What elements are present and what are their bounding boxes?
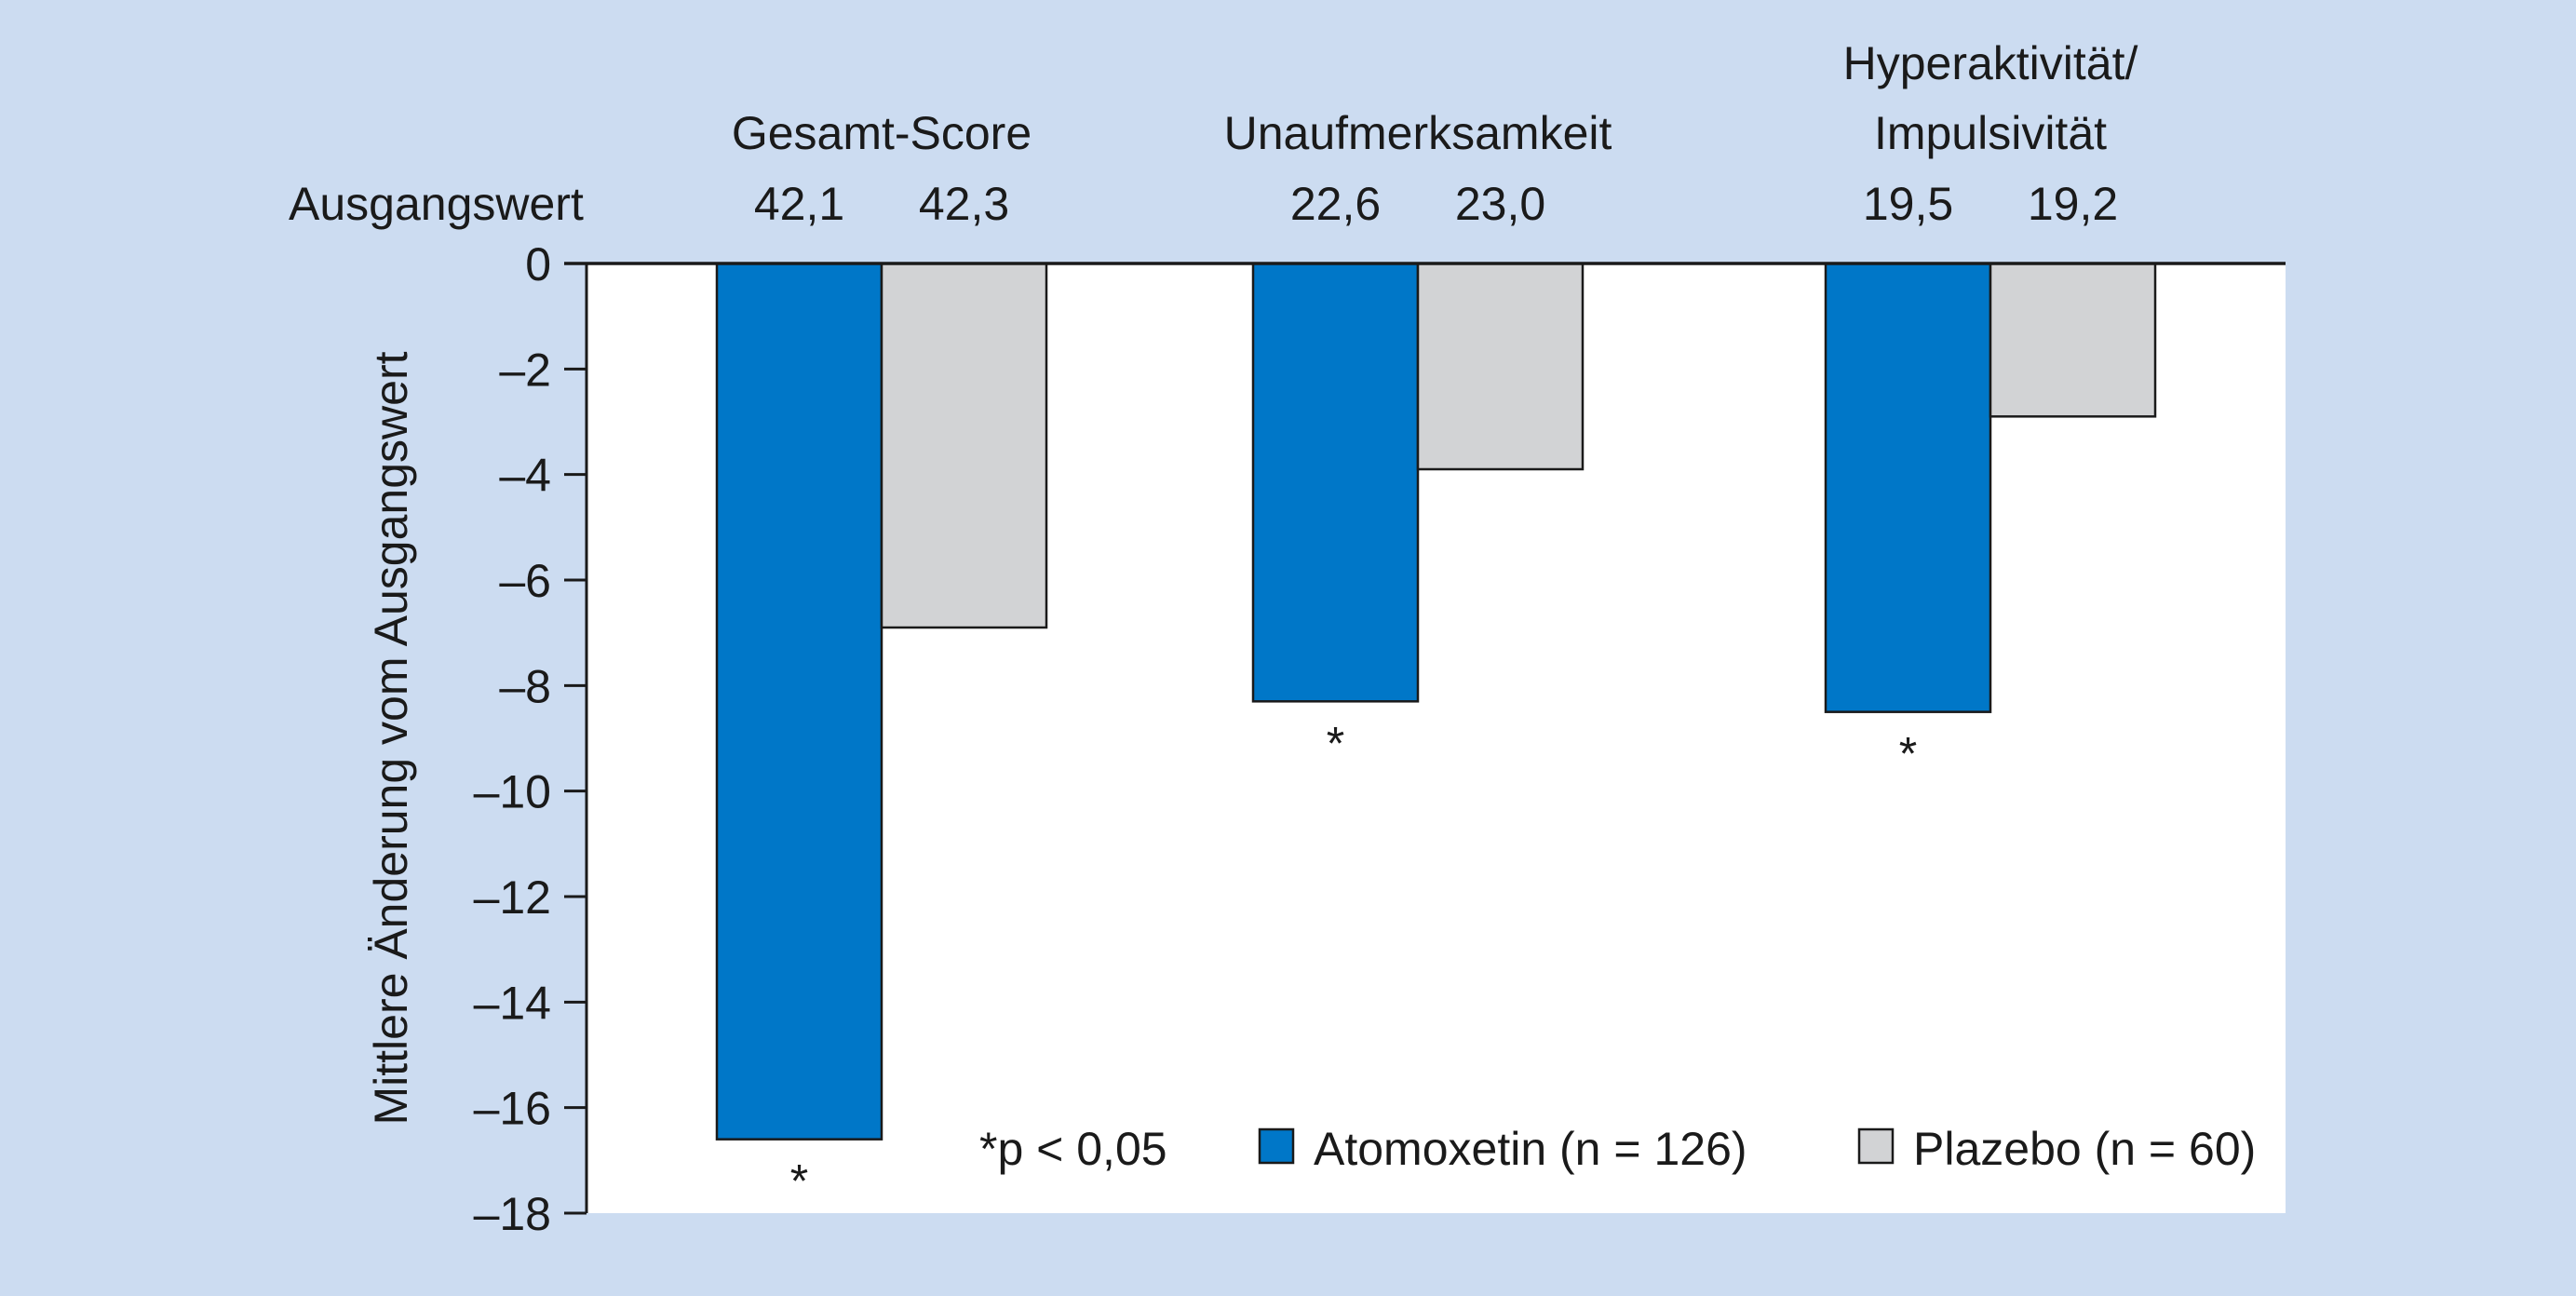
legend-label-atomoxetin: Atomoxetin (n = 126) [1314,1123,1747,1175]
baseline-value: 23,0 [1455,178,1545,230]
baseline-value: 22,6 [1290,178,1381,230]
bar-plazebo [880,262,1048,629]
category-label: Impulsivität [1874,107,2107,159]
legend-label-plazebo: Plazebo (n = 60) [1913,1123,2256,1175]
category-label: Unaufmerksamkeit [1224,107,1612,159]
category-label: Hyperaktivität/ [1843,37,2138,89]
baseline-value: 42,3 [919,178,1009,230]
y-axis-label: Mittlere Änderung vom Ausgangswert [365,351,417,1125]
y-tick-label: –14 [474,977,551,1029]
footnote: *p < 0,05 [979,1123,1167,1175]
bar-atomoxetin [1251,262,1420,703]
baseline-value: 42,1 [754,178,844,230]
baseline-value: 19,5 [1863,178,1953,230]
legend-swatch-plazebo [1857,1127,1895,1165]
significance-marker: * [1899,728,1917,780]
significance-marker: * [790,1155,808,1208]
significance-marker: * [1327,717,1344,769]
y-tick-label: –16 [474,1083,551,1135]
bar-plazebo [1416,262,1585,471]
y-tick-label: –8 [499,660,551,712]
legend-swatch-atomoxetin [1258,1127,1295,1165]
y-tick-label: –10 [474,766,551,818]
y-tick-label: –12 [474,871,551,924]
bar-atomoxetin [715,262,883,1141]
baseline-label: Ausgangswert [289,178,584,230]
y-tick-label: 0 [525,238,551,290]
bar-plazebo [1989,262,2157,418]
y-tick-label: –4 [499,450,551,502]
bar-atomoxetin [1824,262,1992,713]
y-tick-label: –2 [499,344,551,396]
category-label: Gesamt-Score [732,107,1032,159]
y-tick-label: –18 [474,1188,551,1240]
y-tick-label: –6 [499,555,551,607]
baseline-value: 19,2 [2028,178,2118,230]
